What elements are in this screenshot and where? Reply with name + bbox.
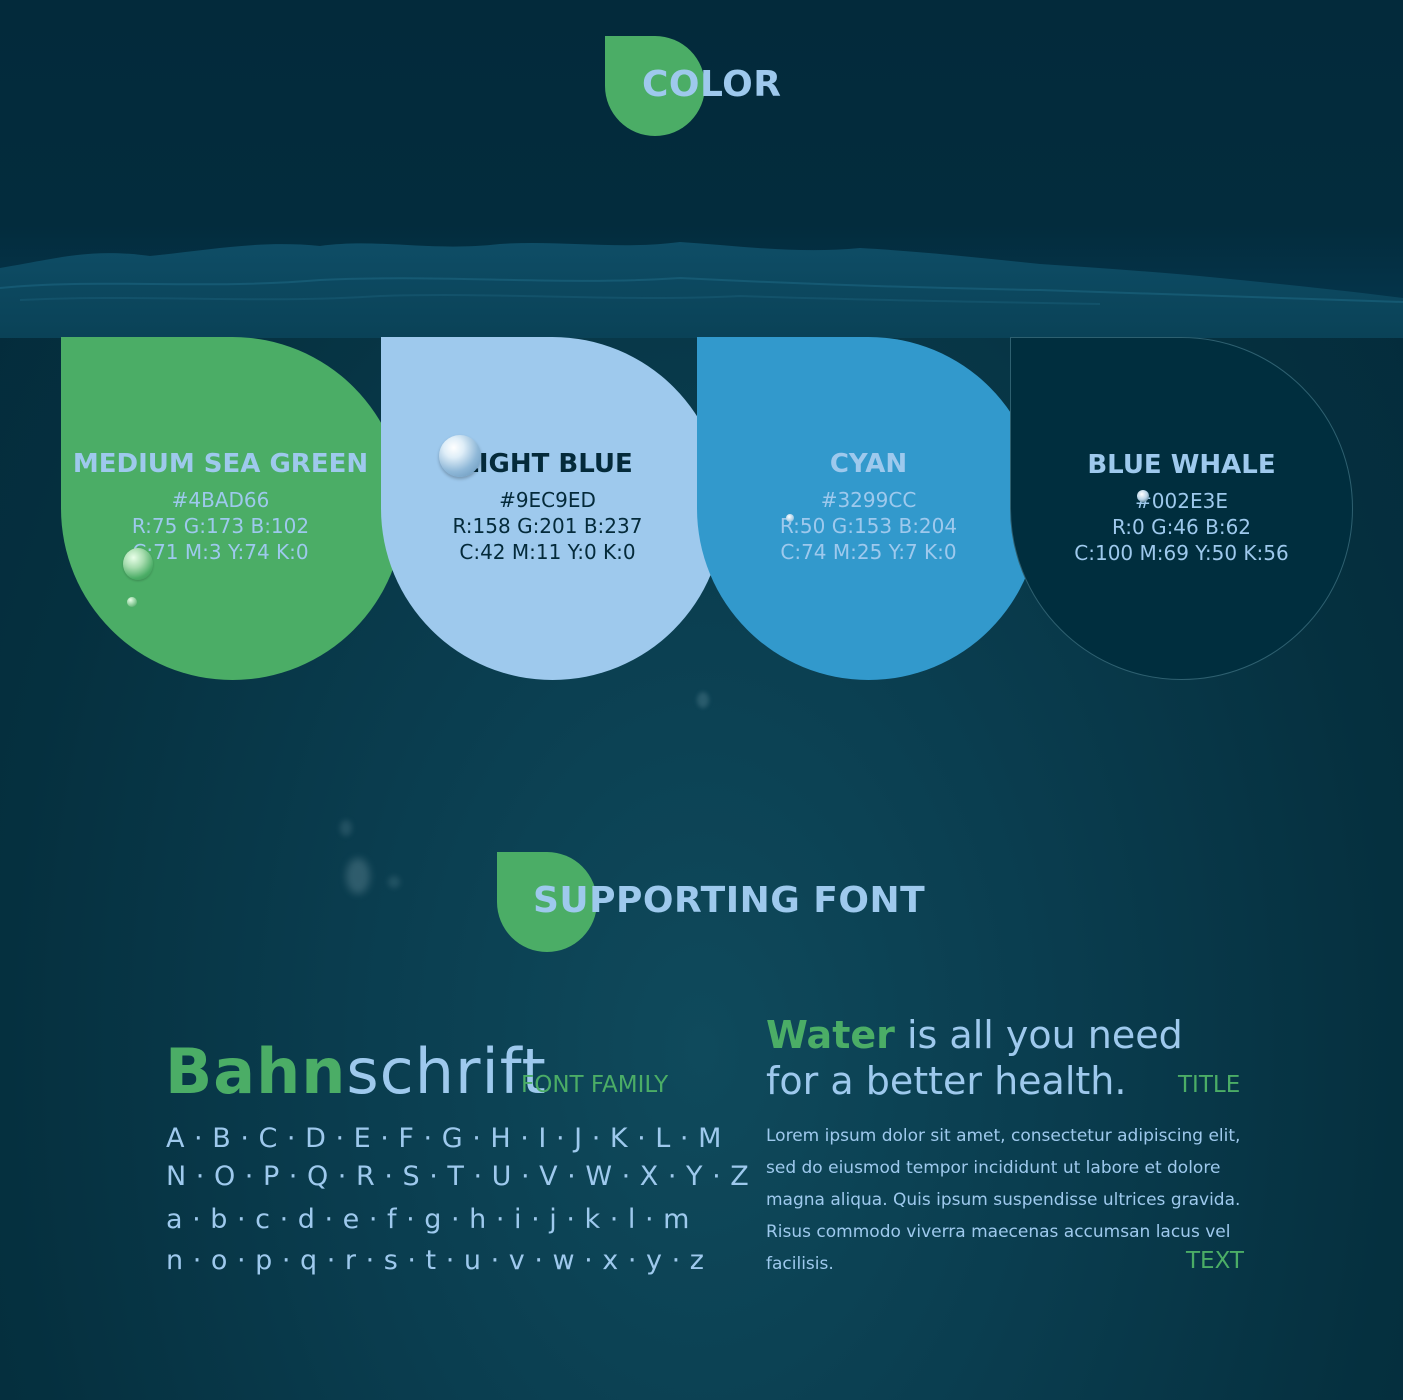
color-heading-text: COLOR bbox=[642, 64, 782, 105]
swatch-hex: #3299CC bbox=[820, 488, 917, 512]
font-name: Bahnschrift bbox=[165, 1036, 547, 1108]
supporting-font-heading-text: SUPPORTING FONT bbox=[533, 880, 926, 921]
underwater-bubble bbox=[697, 692, 709, 708]
alphabet-lower-line-1: a · b · c · d · e · f · g · h · i · j · … bbox=[166, 1204, 690, 1235]
underwater-bubble bbox=[346, 858, 370, 894]
sample-title-line-2: for a better health. bbox=[766, 1059, 1127, 1103]
swatch-light-blue: LIGHT BLUE #9EC9ED R:158 G:201 B:237 C:4… bbox=[381, 337, 724, 680]
sample-body-text: Lorem ipsum dolor sit amet, consectetur … bbox=[766, 1126, 1241, 1274]
swatch-medium-sea-green: MEDIUM SEA GREEN #4BAD66 R:75 G:173 B:10… bbox=[61, 337, 404, 680]
swatch-cyan: CYAN #3299CC R:50 G:153 B:204 C:74 M:25 … bbox=[697, 337, 1040, 680]
sample-title-accent: Water bbox=[766, 1013, 895, 1057]
underwater-bubble bbox=[340, 820, 352, 836]
font-family-label: FONT FAMILY bbox=[521, 1072, 669, 1098]
swatch-cmyk: C:100 M:69 Y:50 K:56 bbox=[1074, 541, 1289, 565]
sample-title-line-1: is all you need bbox=[894, 1013, 1183, 1057]
swatch-name: BLUE WHALE bbox=[1087, 450, 1276, 480]
alphabet-upper-line-2: N · O · P · Q · R · S · T · U · V · W · … bbox=[166, 1161, 750, 1192]
swatch-name: MEDIUM SEA GREEN bbox=[72, 449, 369, 479]
swatch-rgb: R:75 G:173 B:102 bbox=[131, 514, 310, 538]
sample-title: Water is all you need for a better healt… bbox=[766, 1012, 1183, 1104]
swatch-hex: #4BAD66 bbox=[171, 488, 270, 512]
swatch-name: LIGHT BLUE bbox=[462, 449, 633, 479]
font-name-bold: Bahn bbox=[165, 1035, 347, 1108]
swatch-rgb: R:158 G:201 B:237 bbox=[452, 514, 643, 538]
water-surface-waves bbox=[0, 242, 1403, 338]
font-name-light: schrift bbox=[346, 1035, 547, 1108]
swatch-cmyk: C:74 M:25 Y:7 K:0 bbox=[780, 540, 957, 564]
swatch-blue-whale: BLUE WHALE #002E3E R:0 G:46 B:62 C:100 M… bbox=[1010, 337, 1353, 680]
swatch-hex: #9EC9ED bbox=[499, 488, 596, 512]
swatch-hex: #002E3E bbox=[1135, 489, 1228, 513]
leaf-drop-icon bbox=[497, 852, 597, 952]
swatch-rgb: R:0 G:46 B:62 bbox=[1111, 515, 1252, 539]
text-label: TEXT bbox=[1186, 1248, 1244, 1274]
title-label: TITLE bbox=[1178, 1072, 1241, 1098]
alphabet-lower-line-2: n · o · p · q · r · s · t · u · v · w · … bbox=[166, 1245, 705, 1276]
swatch-rgb: R:50 G:153 B:204 bbox=[779, 514, 958, 538]
leaf-drop-icon bbox=[605, 36, 705, 136]
swatch-name: CYAN bbox=[829, 449, 908, 479]
swatch-cmyk: C:71 M:3 Y:74 K:0 bbox=[132, 540, 309, 564]
underwater-bubble bbox=[388, 876, 400, 888]
swatch-cmyk: C:42 M:11 Y:0 K:0 bbox=[459, 540, 636, 564]
alphabet-upper-line-1: A · B · C · D · E · F · G · H · I · J · … bbox=[166, 1123, 722, 1154]
